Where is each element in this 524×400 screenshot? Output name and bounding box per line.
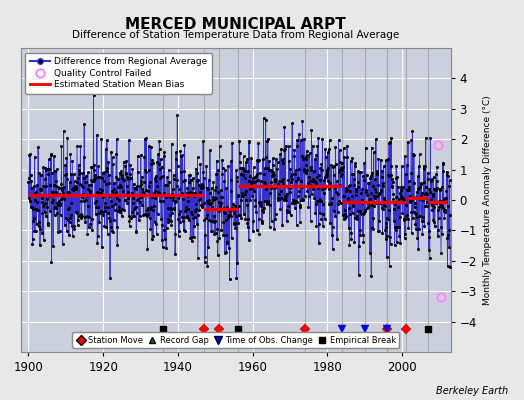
Y-axis label: Monthly Temperature Anomaly Difference (°C): Monthly Temperature Anomaly Difference (…: [483, 95, 492, 305]
Legend: Station Move, Record Gap, Time of Obs. Change, Empirical Break: Station Move, Record Gap, Time of Obs. C…: [72, 332, 399, 348]
Title: MERCED MUNICIPAL ARPT: MERCED MUNICIPAL ARPT: [125, 16, 346, 32]
Text: Berkeley Earth: Berkeley Earth: [436, 386, 508, 396]
Text: Difference of Station Temperature Data from Regional Average: Difference of Station Temperature Data f…: [72, 30, 399, 40]
